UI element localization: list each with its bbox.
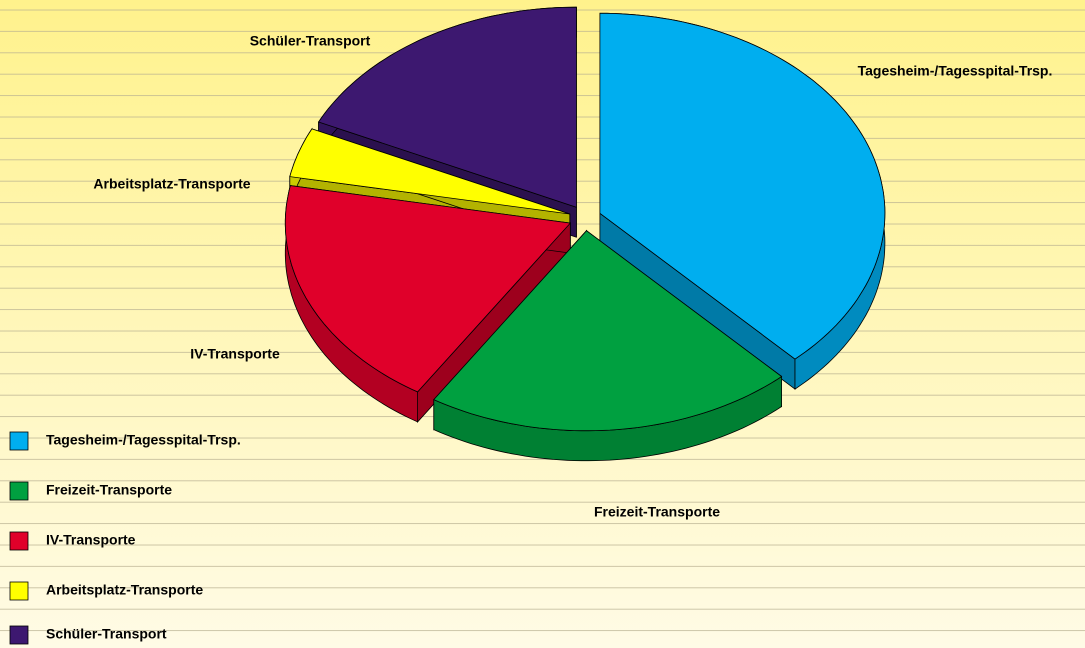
slice-label: Freizeit-Transporte [594,504,720,520]
slice [317,6,577,208]
legend-label: Tagesheim-/Tagesspital-Trsp. [46,432,241,448]
slice [289,128,570,215]
slice-label: IV-Transporte [190,346,280,362]
legend-label: Freizeit-Transporte [46,482,172,498]
legend-swatch [9,625,29,645]
legend-swatch [9,431,29,451]
legend-swatch [9,581,29,601]
slice-label: Tagesheim-/Tagesspital-Trsp. [858,63,1053,79]
slice [284,185,572,393]
slice [599,12,886,360]
legend-swatch [9,531,29,551]
slice-label: Arbeitsplatz-Transporte [93,176,250,192]
legend-label: Schüler-Transport [46,626,167,642]
legend-label: IV-Transporte [46,532,136,548]
legend-label: Arbeitsplatz-Transporte [46,582,203,598]
slice [433,230,783,432]
legend-swatch [9,481,29,501]
slice-label: Schüler-Transport [250,33,371,49]
